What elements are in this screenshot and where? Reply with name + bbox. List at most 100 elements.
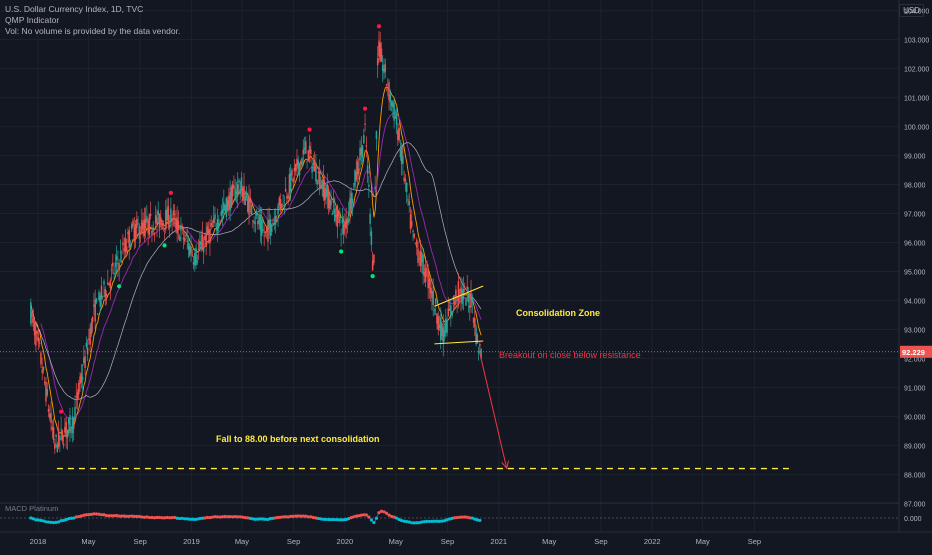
candle-body xyxy=(359,148,361,161)
candle-body xyxy=(322,176,325,198)
macd-dot xyxy=(392,515,396,519)
candle-body xyxy=(337,211,340,217)
candle-body xyxy=(139,233,142,235)
candle-body xyxy=(402,156,404,164)
candle-body xyxy=(404,179,407,182)
candle-body xyxy=(446,319,448,333)
candle-body xyxy=(214,214,216,219)
macd-dot xyxy=(150,515,154,520)
buy-signal-dot xyxy=(370,274,375,279)
macd-dot xyxy=(72,516,76,520)
buy-signal-dot xyxy=(162,243,167,248)
candle-body xyxy=(215,228,218,230)
candle-body xyxy=(131,224,133,230)
candle-body xyxy=(41,369,43,373)
candle-body xyxy=(112,262,114,267)
candle-body xyxy=(56,444,59,452)
candle-body xyxy=(350,192,352,210)
candle-body xyxy=(455,289,457,302)
candle-body xyxy=(248,196,250,216)
candle-body xyxy=(180,225,182,231)
candle-body xyxy=(144,218,147,228)
macd-label: MACD Platinum xyxy=(5,504,58,513)
candle-body xyxy=(263,235,265,237)
macd-dot xyxy=(349,516,353,520)
price-tick-label: 93.000 xyxy=(904,327,926,334)
candle-body xyxy=(271,224,273,233)
symbol-title[interactable]: U.S. Dollar Currency Index, 1D, TVC xyxy=(5,4,144,14)
candle-body xyxy=(220,211,223,216)
candle-body xyxy=(249,197,252,203)
macd-dot xyxy=(31,517,35,521)
macd-dot xyxy=(397,517,401,522)
candle-body xyxy=(189,245,191,256)
sell-signal-dot xyxy=(168,190,173,195)
candle-body xyxy=(114,262,117,267)
candle-body xyxy=(152,227,154,232)
candle-body xyxy=(225,198,228,217)
candle-body xyxy=(477,351,480,353)
macd-dot xyxy=(67,517,71,521)
candle-body xyxy=(210,222,212,227)
macd-dot xyxy=(296,514,300,518)
macd-dot xyxy=(183,517,187,521)
candle-body xyxy=(221,209,224,214)
candle-body xyxy=(255,211,258,216)
macd-dot xyxy=(478,518,482,523)
candle-body xyxy=(162,222,165,224)
candle-body xyxy=(183,238,186,242)
time-tick-label: 2019 xyxy=(183,537,200,546)
candle-body xyxy=(380,48,383,62)
macd-dot xyxy=(475,518,479,522)
candle-body xyxy=(306,160,308,162)
macd-dot xyxy=(115,513,119,518)
candle-body xyxy=(94,299,96,322)
candle-body xyxy=(32,317,35,323)
sell-signal-dot xyxy=(59,409,64,414)
macd-dot xyxy=(253,517,257,521)
currency-button[interactable]: USD xyxy=(899,4,924,17)
candle-body xyxy=(279,199,282,209)
candle-body xyxy=(206,226,209,236)
candle-body xyxy=(177,220,180,229)
price-tick-label: 95.000 xyxy=(904,269,926,276)
candle-body xyxy=(465,298,467,306)
candle-body xyxy=(100,285,103,299)
candle-body xyxy=(436,313,438,324)
candle-body xyxy=(312,162,315,165)
candle-body xyxy=(431,290,433,298)
macd-dot xyxy=(344,517,348,522)
candle-body xyxy=(368,184,370,187)
candle-body xyxy=(287,194,289,199)
indicator-title[interactable]: QMP Indicator xyxy=(5,15,60,25)
candle-body xyxy=(326,184,328,197)
macd-dot xyxy=(326,517,331,522)
macd-dot xyxy=(51,521,56,525)
candle-body xyxy=(101,296,104,298)
macd-dot xyxy=(281,515,285,519)
candle-body xyxy=(165,210,167,230)
price-axis[interactable]: 87.000 88.000 89.000 90.000 91.000 92.000 93.0… xyxy=(898,0,932,532)
candle-body xyxy=(389,94,392,103)
candle-body xyxy=(284,189,287,192)
candle-body xyxy=(91,316,94,323)
macd-dot xyxy=(453,516,457,520)
candle-body xyxy=(375,131,378,140)
volume-title[interactable]: Vol: No volume is provided by the data v… xyxy=(5,26,181,36)
candle-body xyxy=(361,145,364,158)
candle-body xyxy=(31,312,33,318)
candle-body xyxy=(474,318,476,327)
sell-signal-dot xyxy=(362,106,368,111)
candle-body xyxy=(262,229,264,231)
time-axis[interactable]: 2018 May Sep 2019 May Sep 2020 May Sep 2021 May Sep… xyxy=(0,531,932,546)
candle-body xyxy=(376,58,379,66)
candle-body xyxy=(432,290,434,305)
sell-signal-dot xyxy=(307,127,312,132)
candle-body xyxy=(200,241,202,245)
macd-dot xyxy=(342,518,346,522)
macd-dot xyxy=(372,520,376,525)
candle-body xyxy=(463,286,466,288)
macd-dot xyxy=(410,521,414,525)
